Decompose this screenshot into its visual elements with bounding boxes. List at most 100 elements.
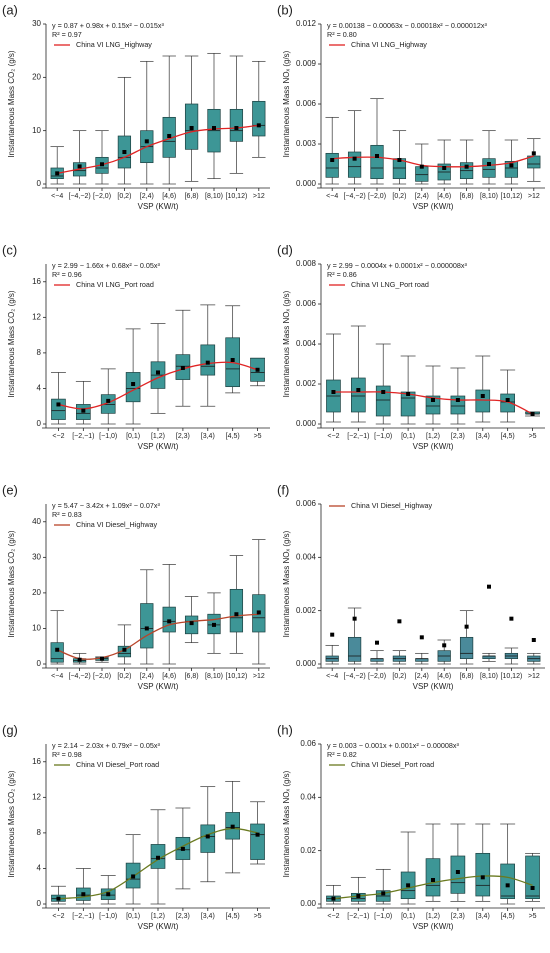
y-tick-label: 10 (32, 624, 41, 633)
mean-marker (442, 643, 447, 648)
mean-marker (234, 612, 239, 617)
box (500, 863, 515, 900)
mean-marker (212, 622, 216, 627)
r-squared: R² = 0.96 (52, 270, 82, 279)
x-tick-label: [8,10) (480, 193, 498, 200)
x-tick-label: [2,4) (140, 673, 154, 680)
mean-marker (331, 896, 336, 901)
box (51, 398, 66, 420)
box (252, 100, 266, 137)
y-tick-label: 0.000 (296, 659, 317, 668)
x-tick-label: [−1,0) (374, 913, 392, 920)
y-tick-label: 20 (32, 72, 41, 81)
x-tick-label: [4,5) (501, 913, 515, 920)
mean-marker (330, 158, 335, 162)
y-tick-label: 12 (32, 312, 41, 321)
y-tick-label: 0.004 (296, 552, 317, 561)
mean-marker (256, 123, 261, 128)
mean-marker (144, 626, 149, 631)
mean-marker (352, 156, 357, 161)
y-tick-label: 0.002 (296, 379, 317, 388)
box (347, 151, 362, 178)
y-tick-label: 4 (37, 384, 42, 393)
y-tick-label: 0.009 (296, 59, 317, 68)
x-axis-label: VSP (KW/t) (138, 442, 179, 451)
x-tick-label: [2,4) (415, 193, 429, 200)
x-tick-label: <−4 (326, 193, 338, 200)
y-tick-label: 0.02 (300, 846, 316, 855)
y-tick-label: 8 (37, 828, 42, 837)
equation: y = 0.003 − 0.001x + 0.001x² − 0.00008x³ (327, 741, 459, 750)
mean-marker (122, 647, 127, 652)
box (375, 385, 391, 417)
mean-marker (167, 619, 172, 624)
x-tick-label: <−2 (52, 913, 64, 920)
mean-marker (431, 398, 435, 402)
mean-marker (431, 878, 435, 882)
mean-marker (77, 164, 82, 169)
x-tick-label: [6,8) (460, 193, 474, 200)
x-tick-label: [3,4) (201, 913, 215, 920)
mean-marker (100, 162, 104, 167)
mean-marker (352, 616, 357, 621)
x-tick-label: [2,4) (140, 193, 154, 200)
x-tick-label: [0,2) (392, 193, 406, 200)
box (229, 108, 244, 142)
mean-marker (419, 164, 424, 169)
mean-marker (419, 635, 424, 640)
mean-marker (487, 162, 491, 166)
mean-marker (375, 154, 379, 158)
mean-marker (131, 874, 136, 879)
x-tick-label: [−2,0) (93, 193, 111, 200)
x-tick-label: [10,12) (226, 673, 248, 680)
legend-label: China VI Diesel_Highway (76, 520, 158, 529)
x-tick-label: [0,1) (401, 433, 415, 440)
fit-line (333, 875, 533, 900)
x-tick-label: [−4,−2) (69, 193, 91, 200)
x-tick-label: [3,4) (476, 433, 490, 440)
mean-marker (212, 126, 216, 130)
x-tick-label: [−2,0) (93, 673, 111, 680)
mean-marker (406, 883, 411, 888)
equation: y = 2.99 − 0.0004x + 0.0001x² − 0.000008… (327, 261, 467, 270)
box (525, 855, 540, 900)
y-axis-label: Instantaneous Mass NOₓ (g/s) (282, 530, 291, 637)
mean-marker (180, 846, 185, 851)
box (459, 636, 474, 660)
box (100, 394, 116, 414)
fit-line (332, 155, 534, 168)
mean-marker (330, 632, 335, 637)
x-tick-label: >12 (253, 193, 265, 200)
x-axis-label: VSP (KW/t) (413, 682, 454, 691)
box (415, 166, 429, 182)
panel-label: (e) (2, 482, 18, 497)
x-tick-label: [8,10) (205, 193, 223, 200)
y-tick-label: 40 (32, 517, 41, 526)
x-tick-label: [−2,−1) (72, 433, 94, 440)
x-axis-label: VSP (KW/t) (138, 922, 179, 931)
y-axis-label: Instantaneous Mass NOₓ (g/s) (282, 290, 291, 397)
panel-label: (g) (2, 722, 18, 737)
legend-label: China VI LNG_Port road (76, 280, 154, 289)
x-tick-label: [6,8) (185, 673, 199, 680)
box (415, 658, 429, 662)
r-squared: R² = 0.83 (52, 510, 82, 519)
equation: y = 2.99 − 1.66x + 0.68x² − 0.05x³ (52, 261, 160, 270)
panel-label: (b) (277, 2, 293, 17)
y-tick-label: 20 (32, 588, 41, 597)
mean-marker (256, 610, 261, 615)
mean-marker (331, 390, 336, 394)
mean-marker (509, 616, 514, 621)
x-tick-label: [6,8) (185, 193, 199, 200)
box (482, 655, 496, 660)
box (450, 855, 466, 894)
box (250, 823, 265, 860)
mean-marker (189, 126, 194, 130)
equation: y = 0.87 + 0.98x + 0.15x² − 0.015x³ (52, 21, 164, 30)
mean-marker (180, 366, 185, 370)
y-tick-label: 0 (37, 419, 42, 428)
y-tick-label: 0 (37, 899, 42, 908)
mean-marker (81, 892, 86, 897)
mean-marker (156, 370, 160, 375)
mean-marker (356, 388, 361, 392)
